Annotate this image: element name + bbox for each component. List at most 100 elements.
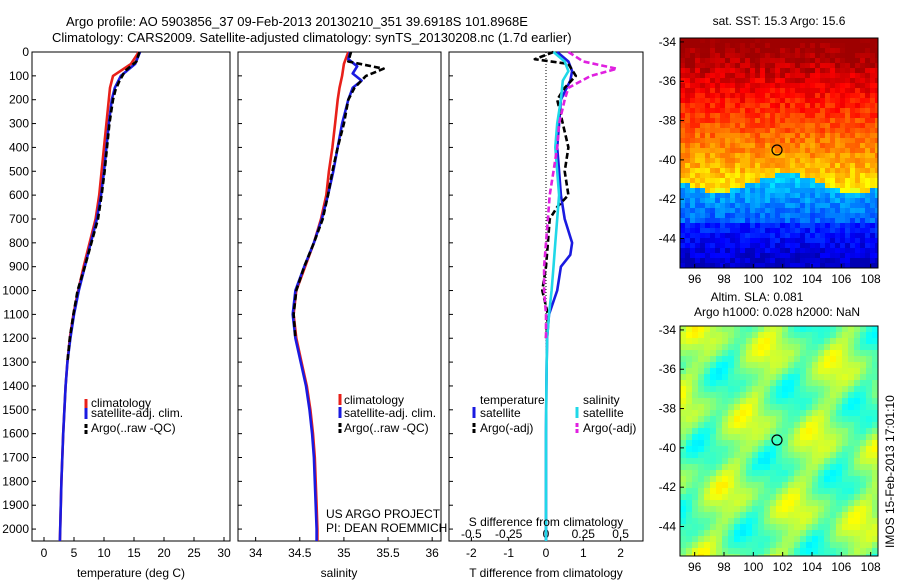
heatmap-cell	[815, 218, 821, 224]
heatmap-cell	[824, 392, 831, 399]
heatmap-cell	[720, 78, 726, 84]
heatmap-cell	[715, 153, 721, 159]
heatmap-cell	[720, 223, 726, 229]
heatmap-cell	[685, 83, 691, 89]
heatmap-cell	[770, 506, 777, 513]
heatmap-cell	[830, 43, 836, 49]
heatmap-cell	[680, 168, 686, 174]
heatmap-cell	[705, 48, 711, 54]
heatmap-cell	[875, 143, 878, 149]
heatmap-cell	[730, 258, 736, 264]
heatmap-cell	[865, 53, 871, 59]
heatmap-cell	[836, 428, 843, 435]
heatmap-cell	[870, 223, 876, 229]
heatmap-cell	[775, 98, 781, 104]
heatmap-cell	[710, 198, 716, 204]
heatmap-cell	[692, 398, 699, 405]
heatmap-cell	[806, 326, 813, 333]
temperature-xlabel: temperature (deg C)	[77, 566, 185, 580]
heatmap-cell	[776, 368, 783, 375]
heatmap-cell	[785, 168, 791, 174]
heatmap-cell	[810, 153, 816, 159]
heatmap-cell	[830, 113, 836, 119]
heatmap-cell	[716, 536, 723, 543]
heatmap-cell	[850, 218, 856, 224]
heatmap-cell	[728, 476, 735, 483]
heatmap-cell	[860, 223, 866, 229]
heatmap-cell	[875, 43, 878, 49]
heatmap-cell	[865, 243, 871, 249]
heatmap-cell	[830, 93, 836, 99]
heatmap-cell	[875, 163, 878, 169]
heatmap-cell	[704, 506, 711, 513]
heatmap-cell	[775, 253, 781, 259]
heatmap-cell	[770, 512, 777, 519]
heatmap-cell	[850, 193, 856, 199]
heatmap-cell	[765, 228, 771, 234]
heatmap-cell	[715, 53, 721, 59]
heatmap-cell	[860, 356, 867, 363]
heatmap-cell	[705, 223, 711, 229]
heatmap-cell	[870, 193, 876, 199]
heatmap-cell	[722, 374, 729, 381]
heatmap-cell	[788, 518, 795, 525]
heatmap-cell	[850, 143, 856, 149]
heatmap-cell	[735, 153, 741, 159]
heatmap-cell	[745, 263, 751, 268]
heatmap-cell	[866, 374, 873, 381]
heatmap-cell	[855, 248, 861, 254]
heatmap-cell	[840, 113, 846, 119]
heatmap-cell	[800, 163, 806, 169]
heatmap-cell	[680, 356, 687, 363]
heatmap-cell	[795, 63, 801, 69]
heatmap-cell	[872, 482, 878, 489]
heatmap-cell	[735, 118, 741, 124]
heatmap-cell	[734, 422, 741, 429]
heatmap-cell	[855, 183, 861, 189]
heatmap-cell	[835, 153, 841, 159]
heatmap-cell	[815, 198, 821, 204]
heatmap-cell	[835, 163, 841, 169]
heatmap-cell	[790, 173, 796, 179]
heatmap-cell	[836, 470, 843, 477]
heatmap-cell	[785, 213, 791, 219]
heatmap-cell	[870, 103, 876, 109]
heatmap-cell	[794, 416, 801, 423]
heatmap-cell	[820, 263, 826, 268]
heatmap-cell	[730, 43, 736, 49]
heatmap-cell	[788, 542, 795, 549]
heatmap-cell	[782, 458, 789, 465]
heatmap-cell	[695, 168, 701, 174]
heatmap-cell	[680, 123, 686, 129]
heatmap-cell	[780, 163, 786, 169]
heatmap-cell	[848, 326, 855, 333]
heatmap-cell	[812, 326, 819, 333]
heatmap-cell	[700, 158, 706, 164]
heatmap-cell	[704, 386, 711, 393]
heatmap-cell	[704, 464, 711, 471]
heatmap-cell	[860, 380, 867, 387]
heatmap-cell	[820, 158, 826, 164]
heatmap-cell	[722, 470, 729, 477]
heatmap-cell	[685, 153, 691, 159]
heatmap-cell	[750, 118, 756, 124]
heatmap-cell	[866, 362, 873, 369]
heatmap-cell	[746, 440, 753, 447]
heatmap-cell	[785, 143, 791, 149]
heatmap-cell	[785, 203, 791, 209]
heatmap-cell	[820, 253, 826, 259]
heatmap-cell	[716, 374, 723, 381]
heatmap-cell	[690, 108, 696, 114]
heatmap-cell	[810, 173, 816, 179]
heatmap-cell	[760, 58, 766, 64]
heatmap-cell	[790, 263, 796, 268]
heatmap-cell	[820, 178, 826, 184]
x-tick-label: -2	[466, 546, 477, 560]
heatmap-cell	[690, 163, 696, 169]
heatmap-cell	[830, 506, 837, 513]
heatmap-cell	[842, 344, 849, 351]
heatmap-cell	[715, 263, 721, 268]
heatmap-cell	[855, 63, 861, 69]
heatmap-cell	[800, 43, 806, 49]
heatmap-cell	[835, 98, 841, 104]
